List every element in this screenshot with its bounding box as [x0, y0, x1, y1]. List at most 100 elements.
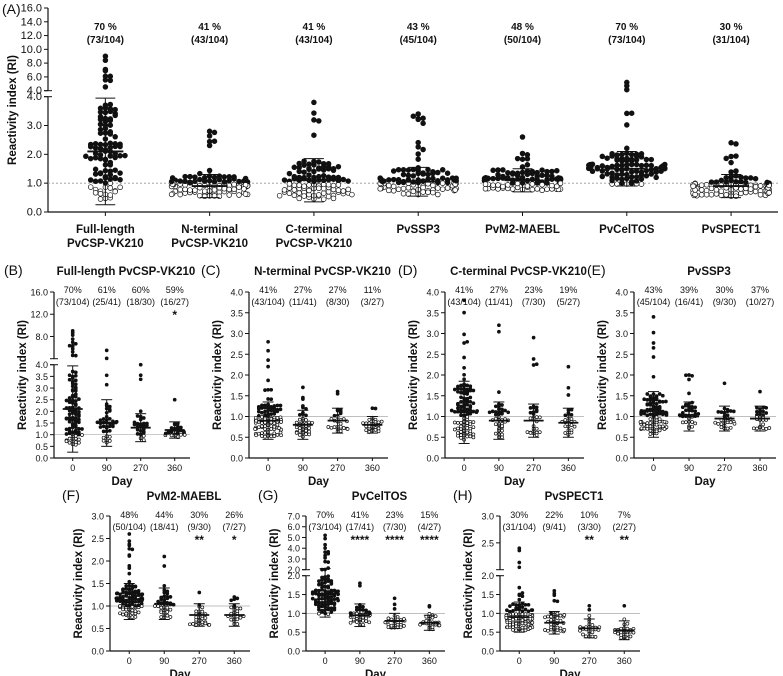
reactive-point [122, 152, 128, 159]
nonreactive-point [296, 182, 302, 188]
panel-label: (D) [398, 262, 417, 278]
reactive-point [589, 168, 596, 175]
x-tick-label: 0 [323, 656, 328, 666]
reactive-point [87, 177, 94, 183]
reactive-point [555, 599, 560, 604]
nonreactive-point [236, 184, 242, 190]
reactive-point [549, 173, 555, 180]
reactive-point [121, 594, 125, 599]
reactive-point [587, 603, 592, 608]
reactive-point [172, 397, 177, 402]
nonreactive-point [281, 187, 288, 193]
nonreactive-point [490, 182, 496, 188]
reactive-point [459, 400, 463, 404]
y-axis-title: Reactivity index (RI) [7, 55, 19, 165]
reactive-point [645, 398, 650, 402]
reactive-point [733, 179, 739, 185]
nonreactive-point [306, 187, 312, 194]
nonreactive-point [747, 186, 754, 192]
reactive-point [531, 335, 536, 340]
reactive-point [127, 532, 132, 536]
percent-label: 41 % [303, 22, 326, 33]
reactive-point [266, 364, 270, 369]
reactive-point [266, 387, 270, 392]
nonreactive-point [192, 187, 198, 193]
reactive-point [136, 589, 141, 593]
y-tick-label: 3.0 [35, 384, 48, 394]
reactive-point [197, 176, 203, 183]
nonreactive-point [402, 624, 406, 628]
nonreactive-point [719, 425, 724, 430]
nonreactive-point [177, 191, 183, 198]
x-tick-label: 360 [561, 463, 576, 473]
reactive-point [311, 132, 317, 138]
reactive-point [175, 421, 180, 426]
reactive-point [529, 168, 536, 175]
ratio-label: (43/104) [251, 297, 285, 307]
reactive-point [272, 404, 277, 408]
panel-g: (G) PvCelTOS Reactivity index (RI) 0 70% (73/… [258, 487, 445, 676]
category-label: C-terminal [285, 224, 342, 236]
reactive-point [139, 595, 144, 600]
reactive-point [684, 373, 688, 378]
reactive-point [301, 169, 307, 175]
reactive-point [719, 410, 724, 414]
nonreactive-point [400, 185, 407, 192]
reactive-point [301, 162, 307, 168]
reactive-point [490, 167, 496, 174]
reactive-point [628, 157, 635, 164]
nonreactive-point [452, 187, 458, 193]
nonreactive-point [329, 425, 334, 430]
nonreactive-point [698, 192, 705, 198]
nonreactive-point [645, 421, 650, 425]
ratio-label: (25/41) [92, 297, 121, 307]
nonreactive-point [752, 188, 759, 195]
reactive-point [684, 403, 688, 408]
reactive-point [316, 118, 322, 124]
reactive-point [725, 407, 730, 412]
reactive-point [622, 603, 627, 608]
nonreactive-point [468, 429, 473, 434]
reactive-point [648, 156, 655, 163]
y-axis: 0.0 0.5 1.01.5 2.0 2.53.0 3.5 4.0 8.0 12.0 16.0 [30, 288, 58, 464]
reactive-point [73, 378, 78, 383]
day-group: 90 39% (16/41) [675, 285, 704, 473]
reactive-point [468, 395, 473, 400]
reactive-point [566, 393, 571, 397]
ratio-label: (11/41) [485, 297, 513, 307]
nonreactive-point [648, 428, 653, 433]
y-tick-label: 2.0 [287, 571, 300, 581]
nonreactive-point [156, 604, 160, 608]
reactive-point [296, 160, 302, 167]
reactive-point [639, 409, 644, 413]
y-tick-label: 12.0 [30, 310, 48, 320]
reactive-point [301, 385, 305, 390]
percent-label: 41% [351, 510, 369, 520]
y-tick-label: 4.0 [35, 360, 48, 370]
nonreactive-point [761, 426, 765, 431]
reactive-point [77, 420, 81, 425]
reactive-point [549, 611, 553, 616]
nonreactive-point [286, 190, 293, 197]
reactive-point [332, 602, 337, 607]
reactive-point [456, 389, 460, 394]
reactive-point [628, 169, 635, 175]
nonreactive-point [738, 186, 744, 192]
significance-marker: * [232, 533, 237, 547]
panel-c: (C) N-terminal PvCSP-VK210 Reactivity inde… [201, 262, 391, 488]
reactive-point [462, 332, 466, 337]
reactive-point [107, 424, 112, 429]
ratio-label: (45/104) [400, 35, 437, 46]
reactive-point [121, 601, 125, 606]
nonreactive-point [275, 433, 280, 437]
y-tick-label: 2.0 [27, 149, 42, 161]
reactive-point [435, 169, 441, 176]
reactive-point [451, 176, 457, 183]
y-tick-label: 16.0 [30, 288, 48, 298]
reactive-point [206, 128, 213, 135]
reactive-point [728, 169, 734, 175]
reactive-point [764, 411, 769, 415]
nonreactive-point [107, 185, 114, 191]
nonreactive-point [534, 186, 540, 192]
reactive-point [490, 175, 496, 182]
